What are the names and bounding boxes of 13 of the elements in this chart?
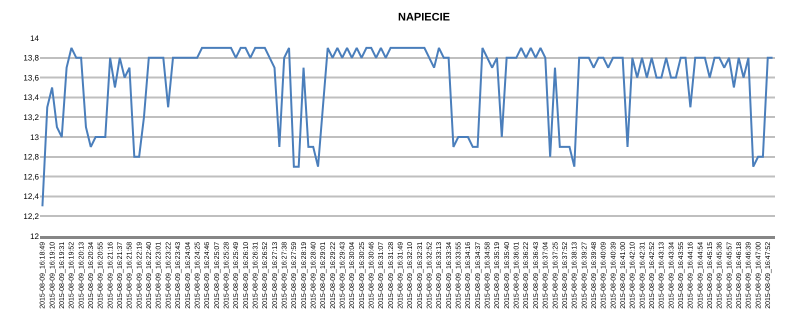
y-tick-label: 13,6 [23, 73, 40, 82]
y-tick-label: 12,8 [23, 152, 40, 162]
line-series [41, 46, 774, 208]
y-tick-label: 13 [30, 132, 40, 142]
chart-title: NAPIECIE [398, 12, 450, 24]
y-tick-label: 12,2 [23, 212, 40, 221]
y-tick-label: 12,4 [23, 192, 40, 202]
y-tick-label: 12 [30, 232, 40, 241]
y-tick-label: 12,6 [23, 172, 40, 182]
y-tick-label: 14 [30, 34, 40, 43]
y-tick-label: 13,2 [23, 113, 40, 122]
y-tick-label: 13,4 [23, 93, 40, 102]
y-tick-label: 13,8 [23, 54, 40, 63]
